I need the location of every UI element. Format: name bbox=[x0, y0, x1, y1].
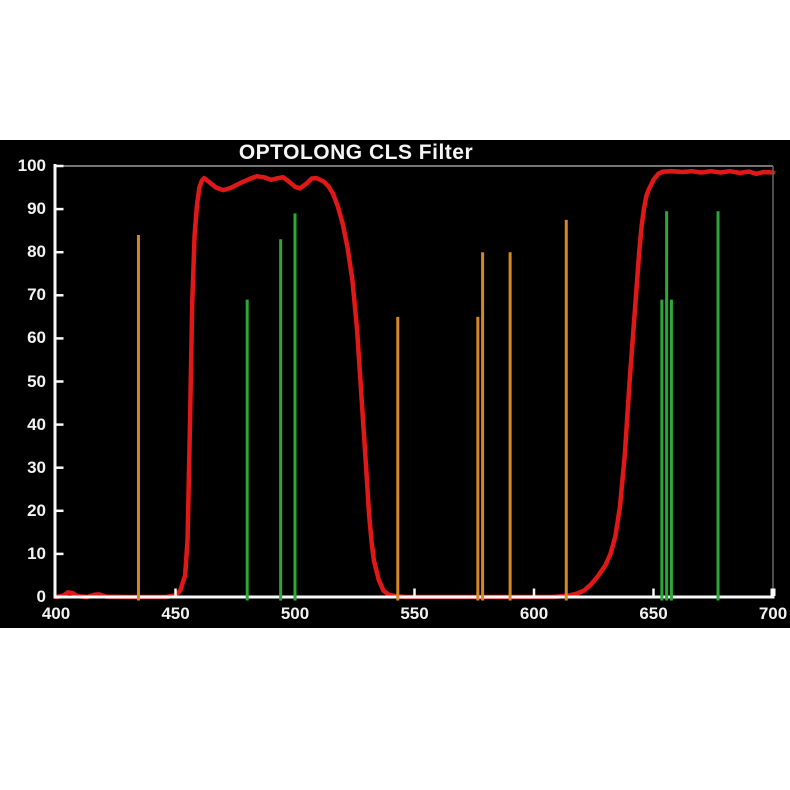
y-tick-label: 30 bbox=[27, 457, 46, 477]
y-tick-label: 10 bbox=[27, 543, 46, 563]
y-tick-label: 0 bbox=[36, 587, 46, 606]
x-tick-label: 650 bbox=[639, 604, 668, 623]
x-tick-label: 550 bbox=[400, 604, 429, 623]
y-tick-label: 20 bbox=[27, 500, 46, 520]
chart-panel: OPTOLONG CLS Filter 0 10 20 30 40 50 60 70 80 90 1… bbox=[0, 140, 790, 628]
spectrum-plot bbox=[53, 164, 776, 601]
x-tick-label: 700 bbox=[758, 604, 788, 623]
y-tick-label: 60 bbox=[27, 328, 46, 348]
y-tick-label: 70 bbox=[27, 285, 46, 305]
y-tick-label: 80 bbox=[27, 242, 46, 262]
x-tick-label: 600 bbox=[519, 604, 549, 623]
y-tick-label: 90 bbox=[27, 199, 46, 219]
y-tick-label: 50 bbox=[27, 371, 46, 391]
y-tick-label: 40 bbox=[27, 414, 46, 434]
y-tick-label: 100 bbox=[17, 156, 46, 175]
x-tick-label: 450 bbox=[161, 604, 190, 623]
transmission-curve bbox=[53, 168, 776, 600]
chart-title: OPTOLONG CLS Filter bbox=[238, 141, 474, 164]
x-tick-label: 400 bbox=[41, 604, 71, 623]
x-tick-label: 500 bbox=[280, 604, 310, 623]
